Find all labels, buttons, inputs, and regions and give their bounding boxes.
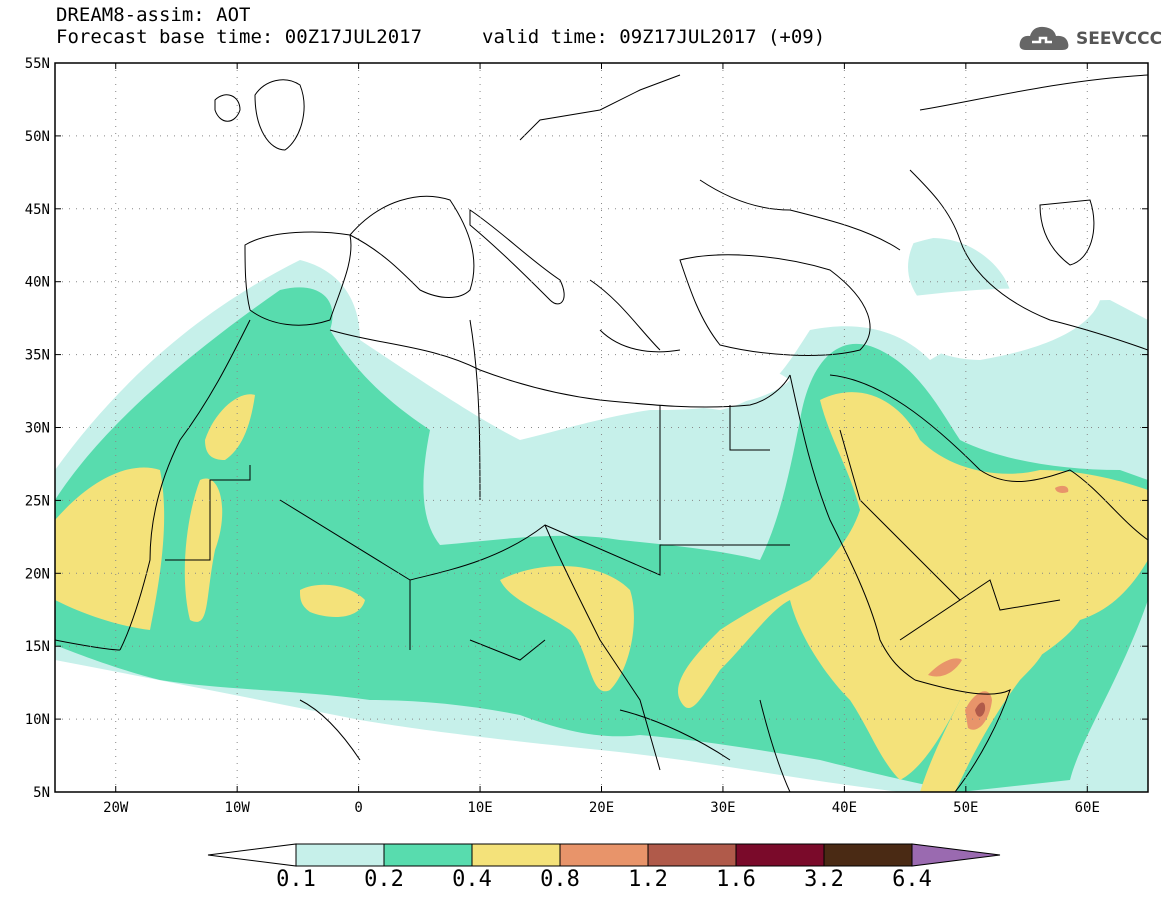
- lat-label: 30N: [25, 421, 50, 437]
- colorbar-swatch: [647, 843, 737, 867]
- colorbar-level-label: 0.1: [276, 867, 316, 892]
- colorbar: [207, 843, 1001, 867]
- colorbar-level-label: 0.2: [364, 867, 404, 892]
- colorbar-min-arrow: [207, 843, 297, 867]
- longitude-labels: 20W 10W 0 10E 20E 30E 40E 50E 60E: [103, 800, 1100, 816]
- lat-label: 10N: [25, 712, 50, 728]
- lon-label: 30E: [710, 800, 735, 816]
- lon-label: 60E: [1075, 800, 1100, 816]
- colorbar-swatch: [471, 843, 561, 867]
- latitude-labels: 55N 50N 45N 40N 35N 30N 25N 20N 15N 10N 5N: [25, 56, 50, 801]
- lat-label: 15N: [25, 639, 50, 655]
- colorbar-level-label: 1.2: [628, 867, 668, 892]
- lat-label: 5N: [33, 785, 50, 801]
- logo-text: SEEVCCC: [1076, 29, 1163, 49]
- aot-field: [55, 63, 1148, 792]
- lon-label: 40E: [832, 800, 857, 816]
- aot-contour-0.4-arabia: [678, 392, 1148, 780]
- lat-label: 45N: [25, 202, 50, 218]
- seevccc-logo: [1018, 22, 1158, 56]
- colorbar-swatch: [735, 843, 825, 867]
- lat-label: 55N: [25, 56, 50, 72]
- valid-time: valid time: 09Z17JUL2017 (+09): [482, 26, 826, 48]
- colorbar-level-label: 6.4: [892, 867, 932, 892]
- lon-label: 0: [354, 800, 362, 816]
- colorbar-level-label: 3.2: [804, 867, 844, 892]
- aot-clear-region: [55, 63, 1148, 410]
- coastlines-borders: [55, 74, 1148, 792]
- colorbar-level-label: 1.6: [716, 867, 756, 892]
- lon-label: 50E: [953, 800, 978, 816]
- colorbar-swatch: [559, 843, 649, 867]
- colorbar-swatch: [383, 843, 473, 867]
- colorbar-level-label: 0.8: [540, 867, 580, 892]
- lat-label: 25N: [25, 493, 50, 509]
- aot-contour-0.4-sahel: [300, 566, 634, 692]
- lat-label: 35N: [25, 348, 50, 364]
- colorbar-max-arrow: [911, 843, 1001, 867]
- lon-label: 10E: [467, 800, 492, 816]
- plot-frame: [54, 62, 1149, 793]
- forecast-base-time: Forecast base time: 00Z17JUL2017: [56, 26, 423, 48]
- map-grid: [55, 62, 1148, 793]
- cloud-icon: [1019, 26, 1069, 50]
- lon-label: 10W: [225, 800, 251, 816]
- colorbar-swatch: [295, 843, 385, 867]
- lat-label: 50N: [25, 129, 50, 145]
- map-title: DREAM8-assim: AOT: [56, 4, 251, 26]
- colorbar-level-label: 0.4: [452, 867, 492, 892]
- lat-label: 40N: [25, 275, 50, 291]
- colorbar-swatch: [823, 843, 913, 867]
- lon-label: 20W: [103, 800, 129, 816]
- aot-contour-1.2: [975, 702, 986, 717]
- lat-label: 20N: [25, 566, 50, 582]
- lon-label: 20E: [589, 800, 614, 816]
